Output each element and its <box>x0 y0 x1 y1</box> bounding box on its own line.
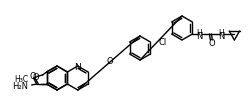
Text: N: N <box>196 32 203 41</box>
Text: O: O <box>107 57 113 66</box>
Text: O: O <box>32 72 39 82</box>
Text: O: O <box>29 71 36 81</box>
Text: Cl: Cl <box>158 38 167 46</box>
Text: H: H <box>218 28 224 38</box>
Text: H₂N: H₂N <box>13 82 29 90</box>
Text: H: H <box>196 28 202 38</box>
Text: N: N <box>218 32 225 41</box>
Text: H₃C: H₃C <box>14 74 29 84</box>
Text: N: N <box>74 63 81 72</box>
Text: O: O <box>208 39 215 47</box>
